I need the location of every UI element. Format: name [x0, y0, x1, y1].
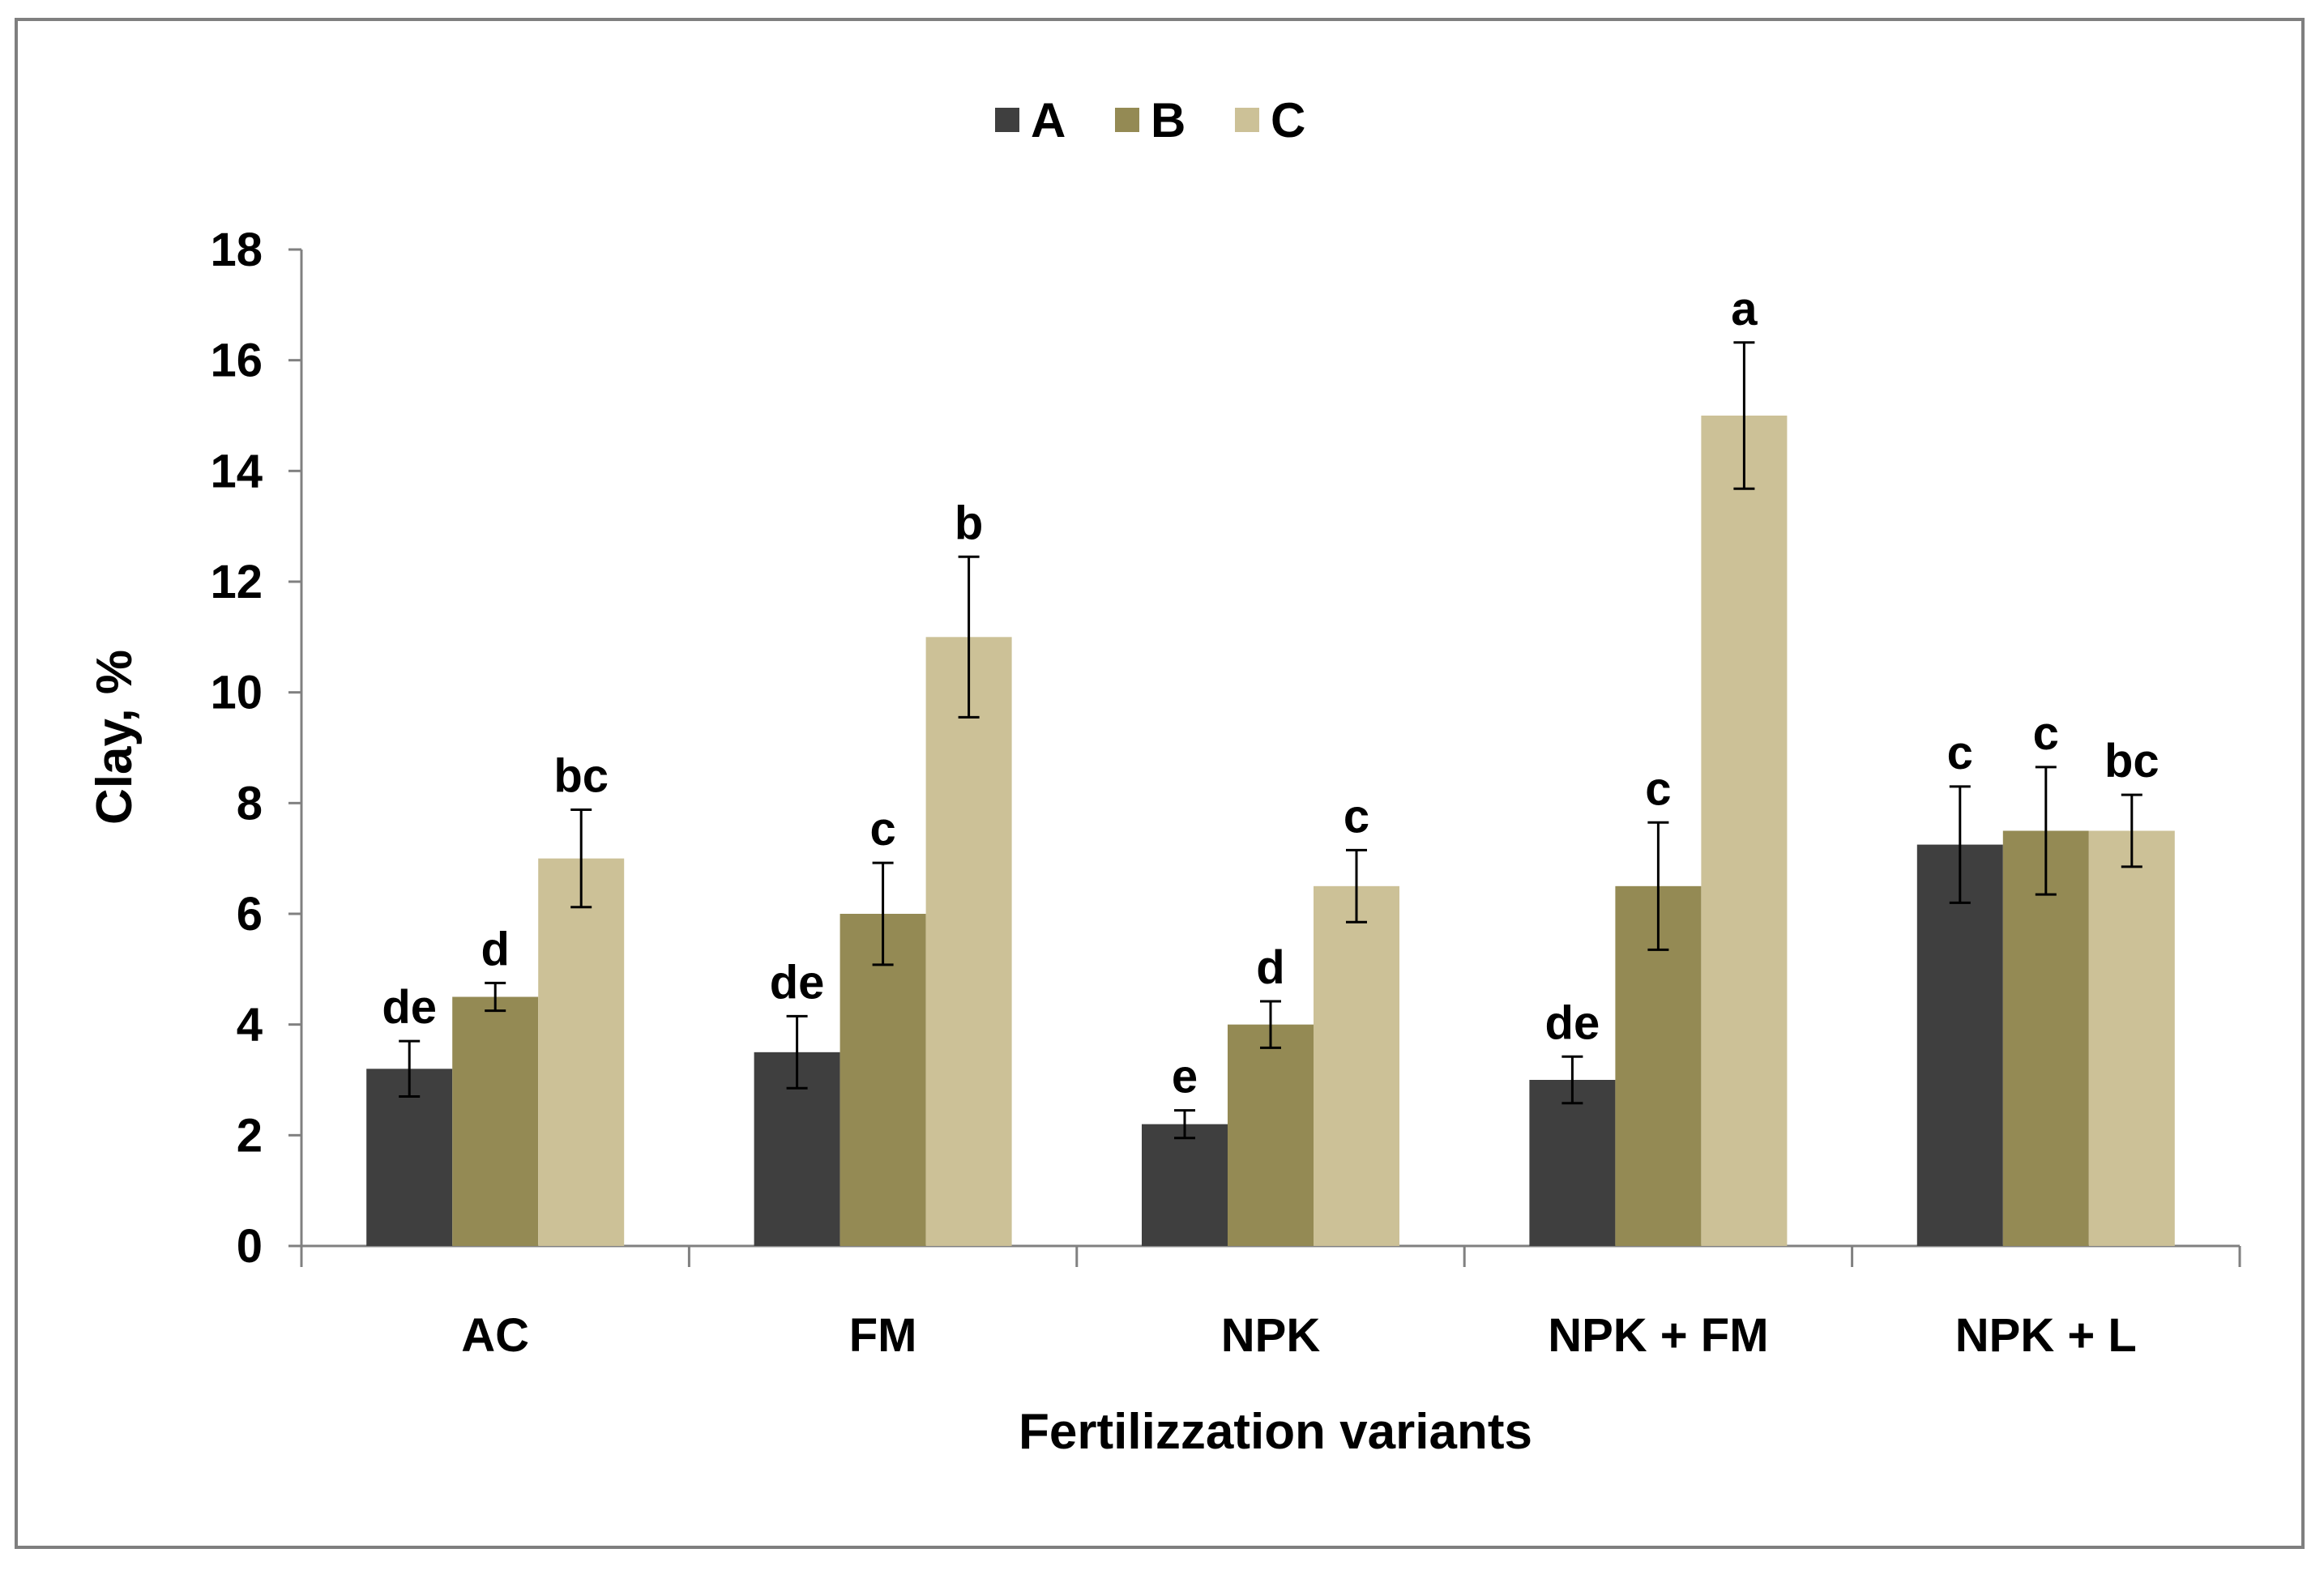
legend-label: C: [1271, 93, 1305, 147]
y-tick-label: 14: [210, 445, 263, 497]
legend-label: A: [1031, 93, 1066, 147]
y-tick-label: 2: [237, 1109, 263, 1162]
y-axis: 0 2 4 6 8 10 12 14 16 18: [210, 224, 303, 1273]
x-tick-label: NPK + FM: [1548, 1309, 1768, 1362]
bar: [1142, 1124, 1228, 1246]
significance-label: bc: [2104, 735, 2160, 787]
significance-label: de: [1545, 996, 1600, 1049]
bar: [2002, 830, 2089, 1246]
x-tick-label: FM: [849, 1309, 917, 1362]
bar: [1314, 885, 1399, 1246]
x-axis: AC FM NPK NPK + FM NPK + L: [300, 1244, 2241, 1362]
bar: [925, 637, 1012, 1246]
bar: [1228, 1024, 1314, 1246]
bar: [452, 996, 539, 1246]
significance-label: e: [1172, 1051, 1198, 1103]
significance-label: d: [1256, 941, 1284, 994]
y-tick-label: 4: [237, 999, 263, 1052]
significance-label: c: [869, 803, 895, 855]
x-tick-label: NPK + L: [1955, 1309, 2137, 1362]
y-tick-label: 18: [210, 224, 263, 276]
significance-label: c: [1344, 790, 1369, 843]
bar: [1529, 1080, 1616, 1246]
significance-label: c: [2033, 707, 2059, 760]
bar: [1701, 416, 1788, 1246]
x-tick-label: AC: [461, 1309, 529, 1362]
bar: [839, 914, 926, 1246]
significance-label: b: [955, 497, 983, 549]
y-tick-label: 10: [210, 667, 263, 719]
significance-label: de: [770, 956, 825, 1009]
significance-label: a: [1731, 283, 1758, 335]
legend: A B C: [995, 93, 1305, 147]
bar: [366, 1069, 453, 1246]
legend-swatch: [995, 108, 1019, 132]
significance-label: d: [481, 923, 509, 975]
y-tick-label: 6: [237, 888, 263, 941]
legend-label: B: [1151, 93, 1185, 147]
x-tick-label: NPK: [1221, 1309, 1321, 1362]
y-tick-label: 0: [237, 1220, 263, 1273]
bar: [2088, 830, 2175, 1246]
chart-frame: [15, 18, 2305, 1549]
y-tick-label: 12: [210, 556, 263, 608]
y-tick-label: 16: [210, 335, 263, 387]
significance-label: de: [382, 981, 437, 1034]
x-axis-title: Fertilizzation variants: [1019, 1404, 1532, 1460]
bar: [538, 858, 625, 1246]
legend-swatch: [1235, 108, 1259, 132]
y-tick-label: 8: [237, 777, 263, 830]
bar: [1916, 844, 2003, 1246]
significance-label: bc: [553, 750, 609, 803]
significance-label: c: [1947, 727, 1973, 779]
legend-swatch: [1115, 108, 1139, 132]
y-axis-title: Clay, %: [87, 650, 143, 825]
significance-label: c: [1645, 762, 1671, 815]
